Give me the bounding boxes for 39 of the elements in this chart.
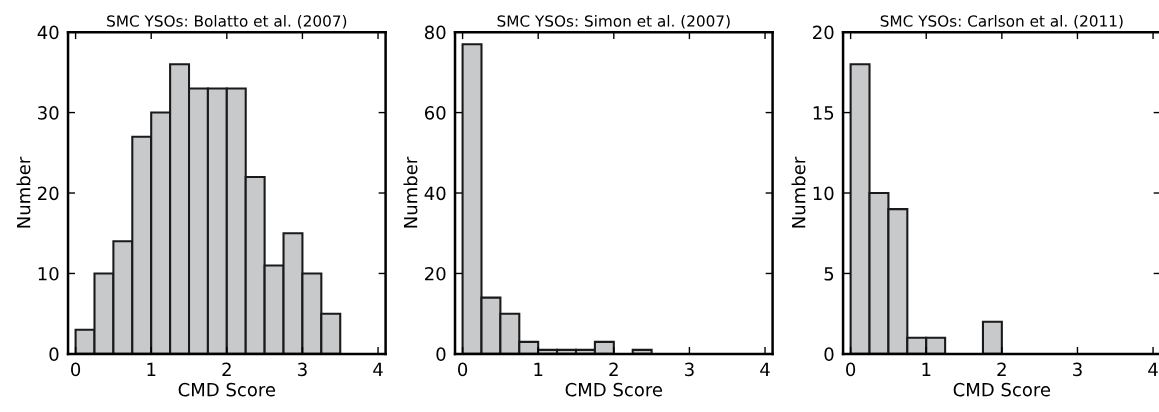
x-tick-label: 4 xyxy=(1148,362,1158,376)
chart-title: SMC YSOs: Simon et al. (2007) xyxy=(497,14,730,29)
y-tick-label: 0 xyxy=(436,347,446,362)
x-tick-label: 1 xyxy=(922,362,931,376)
y-tick-label: 15 xyxy=(813,106,834,120)
x-axis-title: CMD Score xyxy=(953,382,1051,397)
y-axis-title: Number xyxy=(16,156,31,228)
y-tick-label: 20 xyxy=(425,266,446,281)
y-axis-title: Number xyxy=(403,156,418,228)
x-tick-label: 4 xyxy=(373,362,383,376)
y-tick-label: 10 xyxy=(38,266,59,281)
x-tick-label: 3 xyxy=(298,362,307,377)
x-tick-label: 1 xyxy=(534,362,543,376)
chart-title: SMC YSOs: Bolatto et al. (2007) xyxy=(107,14,347,29)
x-tick-label: 0 xyxy=(846,362,856,377)
x-tick-label: 2 xyxy=(997,362,1006,376)
y-tick-label: 20 xyxy=(813,25,834,40)
y-tick-label: 10 xyxy=(813,186,834,201)
y-tick-label: 0 xyxy=(824,347,834,362)
y-tick-label: 60 xyxy=(424,106,446,120)
y-tick-label: 20 xyxy=(38,186,59,201)
x-tick-label: 2 xyxy=(222,362,231,376)
x-tick-label: 1 xyxy=(147,362,156,376)
x-tick-label: 3 xyxy=(1073,362,1082,377)
x-tick-label: 0 xyxy=(71,362,81,377)
x-tick-label: 2 xyxy=(609,362,618,376)
chart-title: SMC YSOs: Carlson et al. (2011) xyxy=(880,14,1123,29)
y-tick-label: 80 xyxy=(424,25,446,40)
x-axis-title: CMD Score xyxy=(565,382,663,397)
y-tick-label: 0 xyxy=(49,347,59,362)
x-axis-title: CMD Score xyxy=(178,382,276,397)
y-axis-title: Number xyxy=(791,156,806,228)
x-tick-label: 0 xyxy=(458,362,468,377)
x-tick-label: 3 xyxy=(685,362,694,377)
x-tick-label: 4 xyxy=(760,362,770,376)
y-tick-label: 40 xyxy=(37,25,59,40)
y-tick-label: 30 xyxy=(38,106,59,120)
y-tick-label: 40 xyxy=(424,186,446,201)
y-tick-label: 5 xyxy=(824,267,834,281)
